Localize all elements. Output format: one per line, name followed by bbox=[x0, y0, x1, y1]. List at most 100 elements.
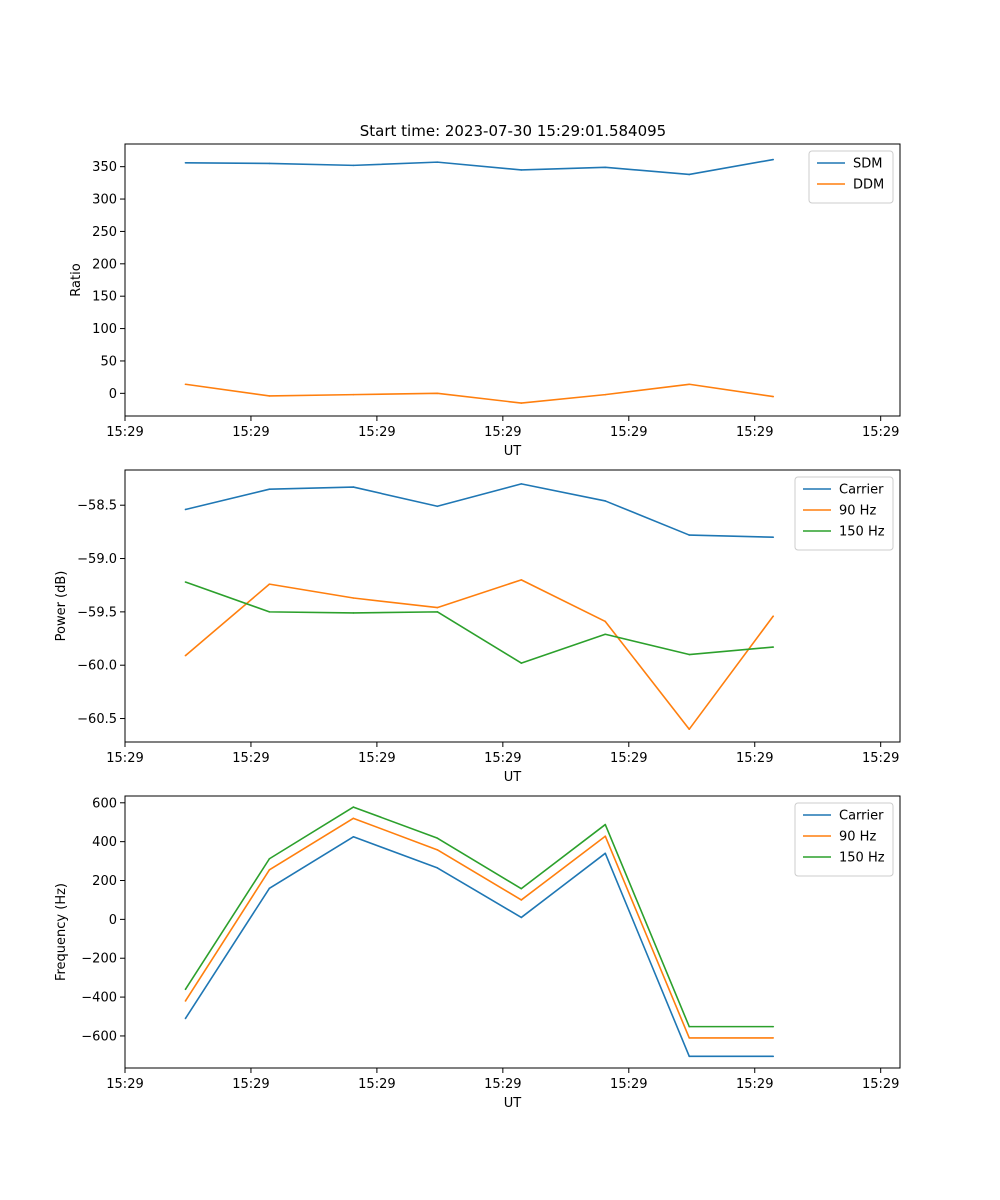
ratio-point-ddm bbox=[268, 395, 271, 397]
ratio-point-ddm bbox=[772, 395, 775, 398]
ratio-xtick-label: 15:29 bbox=[232, 425, 269, 440]
ratio-xtick-label: 15:29 bbox=[106, 425, 143, 440]
ratio-point-sdm bbox=[688, 173, 691, 176]
ratio-legend-box bbox=[808, 150, 894, 204]
ratio-series-ddm bbox=[185, 383, 774, 404]
power-point-150-hz bbox=[436, 611, 439, 613]
frequency-point-150-hz bbox=[352, 806, 355, 808]
power-ytick-label: −59.0 bbox=[77, 552, 117, 567]
ratio-xtick-label: 15:29 bbox=[610, 425, 647, 440]
frequency-point-150-hz bbox=[604, 823, 607, 826]
frequency-ytick-label: −600 bbox=[81, 1029, 117, 1044]
frequency-ytick-label: 400 bbox=[92, 835, 117, 850]
power-xtick-label: 15:29 bbox=[610, 751, 647, 766]
power-xtick-label: 15:29 bbox=[736, 751, 773, 766]
ratio-xtick-label: 15:29 bbox=[358, 425, 395, 440]
frequency-point-carrier bbox=[352, 836, 355, 838]
frequency-point-carrier bbox=[772, 1055, 775, 1058]
power-point-90-hz bbox=[352, 597, 355, 599]
frequency-point-90-hz bbox=[772, 1037, 775, 1039]
ratio-point-sdm bbox=[352, 164, 355, 167]
frequency-legend-label: 150 Hz bbox=[839, 851, 885, 866]
frequency-ytick-label: 0 bbox=[109, 913, 117, 928]
power-point-150-hz bbox=[352, 612, 355, 614]
power-point-carrier bbox=[184, 508, 187, 511]
ratio-point-sdm bbox=[436, 161, 439, 163]
power-point-carrier bbox=[436, 505, 439, 508]
power-xtick-label: 15:29 bbox=[358, 751, 395, 766]
frequency-ylabel: Frequency (Hz) bbox=[54, 883, 69, 981]
power-point-90-hz bbox=[688, 728, 691, 730]
power-legend-label: 90 Hz bbox=[839, 504, 876, 519]
power-axes-frame bbox=[124, 469, 901, 743]
ratio-ytick-label: 100 bbox=[92, 322, 117, 337]
ratio-point-sdm bbox=[604, 166, 607, 169]
power-series-150-hz bbox=[185, 581, 774, 664]
power-point-90-hz bbox=[604, 620, 607, 623]
power-point-carrier bbox=[604, 500, 607, 502]
frequency-point-90-hz bbox=[352, 817, 355, 820]
frequency-legend-label: 90 Hz bbox=[839, 830, 876, 845]
power-ytick-label: −60.0 bbox=[77, 659, 117, 674]
ratio-xtick-label: 15:29 bbox=[736, 425, 773, 440]
frequency-point-carrier bbox=[604, 852, 607, 855]
frequency-point-90-hz bbox=[436, 849, 439, 851]
frequency-ytick-label: 200 bbox=[92, 874, 117, 889]
power-point-150-hz bbox=[520, 662, 523, 664]
power-xtick-label: 15:29 bbox=[106, 751, 143, 766]
power-xtick-label: 15:29 bbox=[232, 751, 269, 766]
power-ytick-label: −60.5 bbox=[77, 712, 117, 727]
ratio-point-sdm bbox=[520, 169, 523, 171]
frequency-point-150-hz bbox=[436, 837, 439, 839]
power-legend-label: Carrier bbox=[839, 483, 884, 498]
frequency-point-150-hz bbox=[268, 857, 271, 860]
power-xtick-label: 15:29 bbox=[862, 751, 899, 766]
ratio-ylabel: Ratio bbox=[69, 263, 84, 296]
ratio-series-sdm bbox=[185, 158, 774, 176]
power-point-150-hz bbox=[772, 646, 775, 648]
ratio-point-sdm bbox=[184, 161, 187, 164]
frequency-point-carrier bbox=[520, 916, 523, 919]
power-ylabel: Power (dB) bbox=[54, 571, 69, 642]
frequency-point-90-hz bbox=[184, 1000, 187, 1002]
frequency-xtick-label: 15:29 bbox=[736, 1077, 773, 1092]
frequency-xtick-label: 15:29 bbox=[232, 1077, 269, 1092]
ratio-ytick-label: 50 bbox=[100, 354, 117, 369]
ratio-xtick-label: 15:29 bbox=[862, 425, 899, 440]
frequency-ytick-label: 600 bbox=[92, 796, 117, 811]
ratio-point-sdm bbox=[268, 162, 271, 165]
ratio-axes-frame bbox=[124, 143, 901, 417]
power-legend: Carrier 90 Hz 150 Hz bbox=[794, 476, 894, 551]
ratio-legend-label: DDM bbox=[853, 178, 884, 193]
power-xtick-label: 15:29 bbox=[484, 751, 521, 766]
frequency-point-150-hz bbox=[184, 988, 187, 991]
ratio-ytick-label: 200 bbox=[92, 257, 117, 272]
ratio-legend: SDM DDM bbox=[808, 150, 894, 204]
frequency-panel: 15:29 15:29 15:29 15:29 15:29 15:29 15:29 600 40… bbox=[54, 795, 901, 1111]
power-point-90-hz bbox=[268, 583, 271, 585]
frequency-axes-frame bbox=[124, 795, 901, 1069]
frequency-point-carrier bbox=[688, 1055, 691, 1058]
ratio-xtick-label: 15:29 bbox=[484, 425, 521, 440]
ratio-ytick-label: 300 bbox=[92, 193, 117, 208]
frequency-point-150-hz bbox=[520, 887, 523, 890]
frequency-ytick-label: −200 bbox=[81, 952, 117, 967]
frequency-xtick-label: 15:29 bbox=[358, 1077, 395, 1092]
power-point-150-hz bbox=[268, 611, 271, 613]
power-point-carrier bbox=[268, 488, 271, 491]
frequency-series-150-hz bbox=[184, 806, 774, 1028]
frequency-xtick-label: 15:29 bbox=[862, 1077, 899, 1092]
frequency-xtick-label: 15:29 bbox=[610, 1077, 647, 1092]
figure-title: Start time: 2023-07-30 15:29:01.584095 bbox=[360, 122, 666, 140]
power-ytick-label: −59.5 bbox=[77, 605, 117, 620]
frequency-point-150-hz bbox=[772, 1025, 775, 1028]
ratio-point-ddm bbox=[184, 383, 187, 386]
power-point-150-hz bbox=[604, 633, 607, 636]
power-series-carrier bbox=[185, 483, 774, 538]
ratio-point-ddm bbox=[436, 392, 439, 395]
power-point-90-hz bbox=[436, 606, 439, 609]
power-point-90-hz bbox=[772, 615, 775, 617]
ratio-point-ddm bbox=[352, 393, 355, 396]
power-point-carrier bbox=[688, 534, 691, 536]
